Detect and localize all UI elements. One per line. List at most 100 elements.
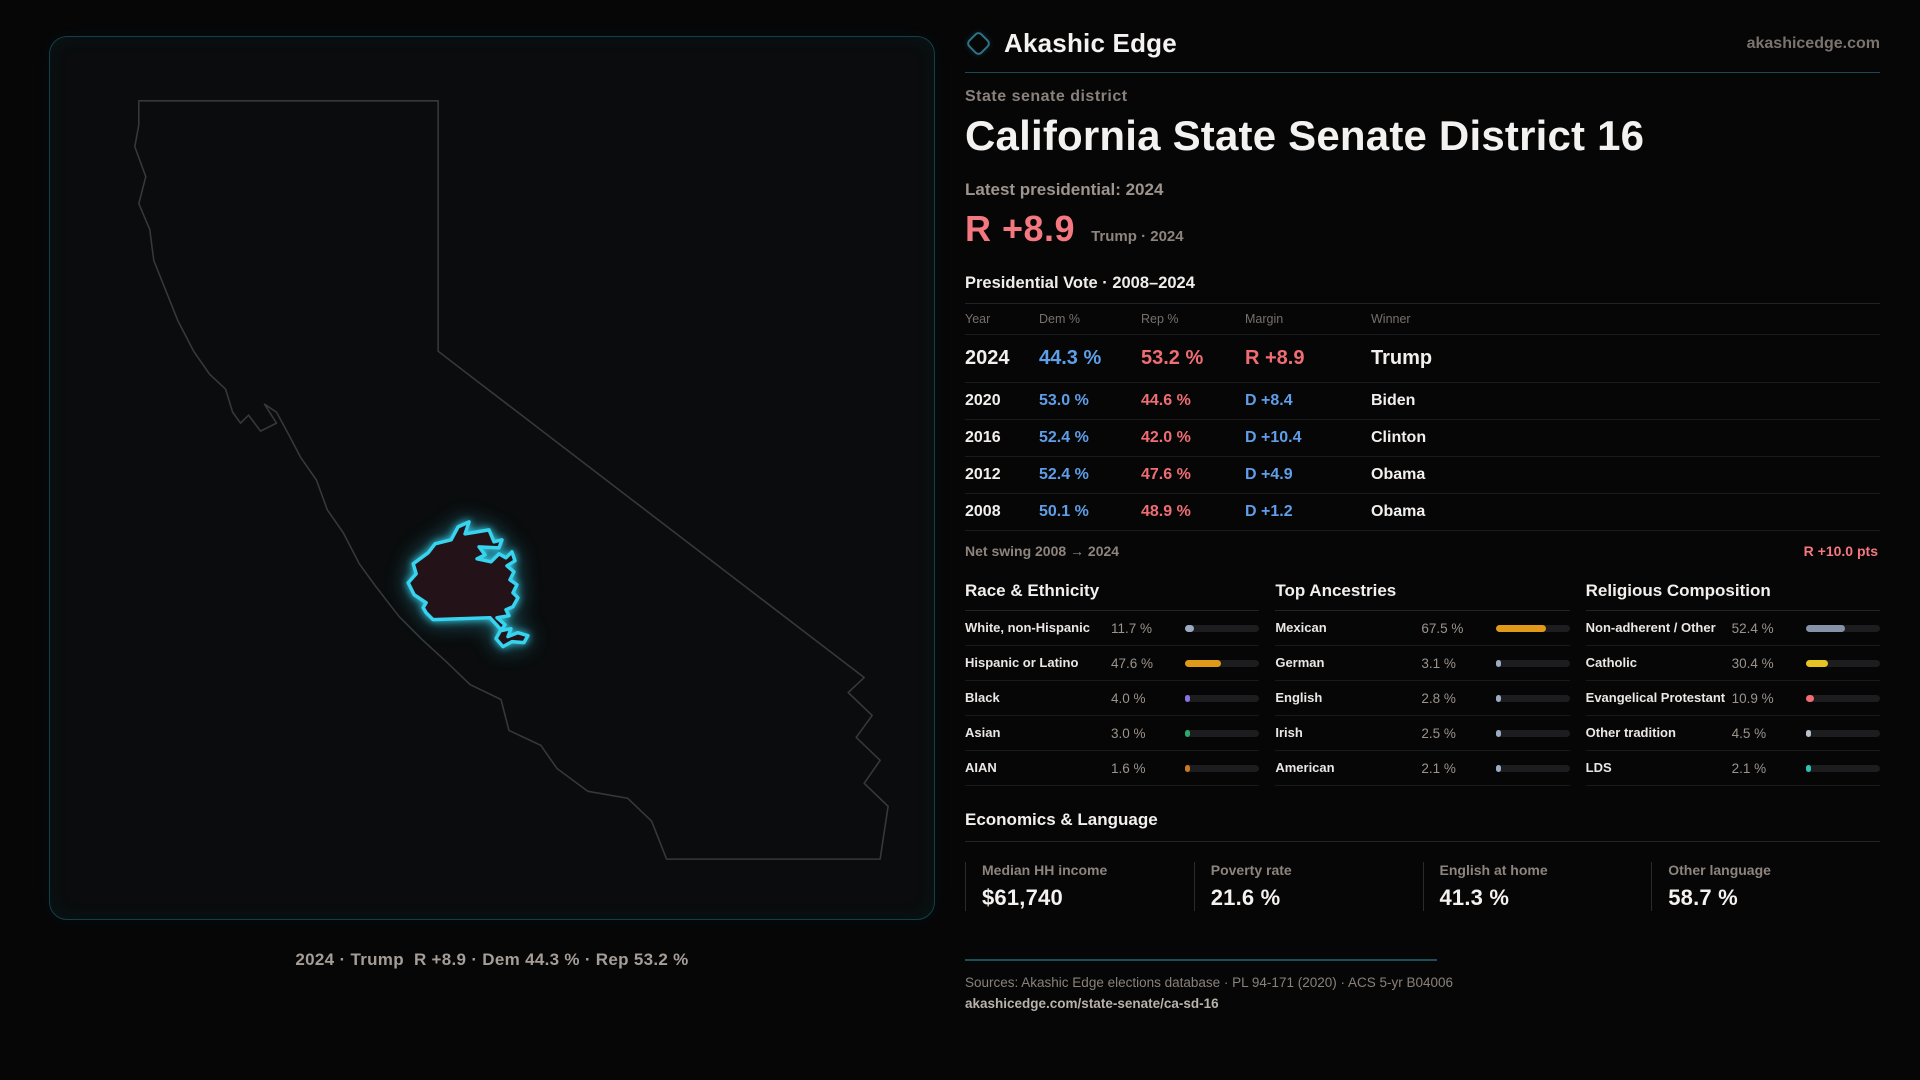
vote-margin: D +4.9 xyxy=(1245,466,1293,483)
district-16-shape[interactable] xyxy=(406,520,530,649)
demo-label: LDS xyxy=(1585,759,1612,775)
demo-column-title: Religious Composition xyxy=(1585,571,1880,611)
vote-dem-share: 44.3 % xyxy=(1039,347,1102,369)
demo-bar-track xyxy=(1806,764,1880,772)
economics-section-title: Economics & Language xyxy=(965,810,1880,842)
demo-bar-track xyxy=(1806,659,1880,667)
demo-label: Mexican xyxy=(1275,619,1327,635)
demo-value: 30.4 % xyxy=(1731,655,1774,671)
permalink-link[interactable]: akashicedge.com/state-senate/ca-sd-16 xyxy=(965,996,1219,1011)
map-caption: 2024 · Trump R +8.9 · Dem 44.3 % · Rep 5… xyxy=(295,950,689,969)
map-panel xyxy=(49,36,935,920)
demo-value: 1.6 % xyxy=(1111,760,1146,776)
demo-column-title: Top Ancestries xyxy=(1275,571,1570,611)
net-swing-label: Net swing 2008 → 2024 xyxy=(965,543,1120,559)
stat-value: 41.3 % xyxy=(1439,885,1510,910)
vote-dem-share: 53.0 % xyxy=(1039,392,1089,409)
sources-text: Sources: Akashic Edge elections database… xyxy=(965,975,1454,990)
vote-winner: Trump xyxy=(1371,347,1433,369)
vote-margin: D +1.2 xyxy=(1245,503,1293,520)
brand: Akashic Edge xyxy=(965,28,1177,59)
demo-row: German 3.1 % xyxy=(1275,646,1570,681)
demo-bar-fill xyxy=(1806,764,1811,772)
demo-bar-fill xyxy=(1806,659,1829,667)
vote-col-header-3: Margin xyxy=(1245,312,1284,326)
demo-bar-track xyxy=(1806,729,1880,737)
vote-col-header-2: Rep % xyxy=(1141,312,1179,326)
demo-bar-track xyxy=(1185,764,1260,772)
vote-dem-share: 52.4 % xyxy=(1039,466,1089,483)
demo-bar-fill xyxy=(1185,729,1191,737)
demo-column-title: Race & Ethnicity xyxy=(965,571,1260,611)
demo-value: 2.5 % xyxy=(1421,725,1456,741)
demo-value: 3.1 % xyxy=(1421,655,1456,671)
vote-rep-share: 42.0 % xyxy=(1141,429,1191,446)
presidential-vote-table: Year Dem % Rep % Margin Winner 2024 44.3 % 53.… xyxy=(965,303,1880,530)
demographics-grid: Race & Ethnicity White, non-Hispanic 11.7 … xyxy=(965,571,1880,786)
demo-bar-fill xyxy=(1185,694,1191,702)
vote-winner: Clinton xyxy=(1371,429,1427,446)
demo-row: Asian 3.0 % xyxy=(965,716,1260,751)
demo-row: American 2.1 % xyxy=(1275,751,1570,786)
vote-year: 2016 xyxy=(965,429,1001,446)
info-panel: Akashic Edge akashicedge.com State senat… xyxy=(965,0,1880,1013)
vote-year: 2012 xyxy=(965,466,1001,483)
demo-label: Other tradition xyxy=(1585,724,1676,740)
footer: Sources: Akashic Edge elections database… xyxy=(965,959,1880,1013)
demo-value: 47.6 % xyxy=(1111,655,1154,671)
vote-margin: R +8.9 xyxy=(1245,347,1305,369)
header-divider xyxy=(965,72,1880,73)
demo-bar-track xyxy=(1185,694,1260,702)
stat-value: 21.6 % xyxy=(1210,885,1281,910)
demo-bar-track xyxy=(1495,624,1570,632)
demo-bar-fill xyxy=(1495,764,1501,772)
headline-margin-value: R +8.9 xyxy=(965,208,1076,249)
demo-row: English 2.8 % xyxy=(1275,681,1570,716)
demo-value: 2.1 % xyxy=(1421,760,1456,776)
demo-bar-fill xyxy=(1495,694,1501,702)
demo-bar-track xyxy=(1185,659,1260,667)
economics-stats: Median HH income $61,740 Poverty rate 21.6 … xyxy=(965,862,1880,911)
demo-label: Evangelical Protestant xyxy=(1585,689,1726,705)
vote-table-row: 2024 44.3 % 53.2 % R +8.9 Trump xyxy=(965,334,1880,382)
demo-bar-track xyxy=(1806,624,1880,632)
vote-col-header-4: Winner xyxy=(1371,312,1411,326)
site-domain-link[interactable]: akashicedge.com xyxy=(1746,34,1880,52)
vote-rep-share: 47.6 % xyxy=(1141,466,1191,483)
vote-winner: Obama xyxy=(1371,503,1426,520)
demo-bar-track xyxy=(1495,659,1570,667)
demo-label: Catholic xyxy=(1585,654,1637,670)
stat-value: 58.7 % xyxy=(1668,885,1738,910)
footer-divider xyxy=(965,959,1437,961)
demo-value: 2.8 % xyxy=(1421,690,1456,706)
demo-value: 67.5 % xyxy=(1421,620,1464,636)
vote-table-row: 2008 50.1 % 48.9 % D +1.2 Obama xyxy=(965,493,1880,530)
net-swing-value: R +10.0 pts xyxy=(1803,543,1878,559)
demo-value: 4.0 % xyxy=(1111,690,1146,706)
demo-label: White, non-Hispanic xyxy=(965,619,1090,635)
demo-row: Catholic 30.4 % xyxy=(1585,646,1880,681)
vote-margin: D +8.4 xyxy=(1245,392,1293,409)
district-type-label: State senate district xyxy=(965,88,1128,105)
vote-col-header-1: Dem % xyxy=(1039,312,1080,326)
vote-year: 2008 xyxy=(965,503,1001,520)
header: Akashic Edge akashicedge.com xyxy=(965,0,1880,59)
vote-table-row: 2012 52.4 % 47.6 % D +4.9 Obama xyxy=(965,456,1880,493)
demo-row: Hispanic or Latino 47.6 % xyxy=(965,646,1260,681)
vote-year: 2020 xyxy=(965,392,1001,409)
vote-winner: Biden xyxy=(1371,392,1416,409)
demo-row: Irish 2.5 % xyxy=(1275,716,1570,751)
stat-label: Poverty rate xyxy=(1210,862,1292,878)
demo-label: Black xyxy=(965,689,1000,705)
demo-row: AIAN 1.6 % xyxy=(965,751,1260,786)
demo-bar-track xyxy=(1806,694,1880,702)
demo-row: LDS 2.1 % xyxy=(1585,751,1880,786)
vote-dem-share: 52.4 % xyxy=(1039,429,1089,446)
demo-value: 3.0 % xyxy=(1111,725,1146,741)
vote-table-row: 2016 52.4 % 42.0 % D +10.4 Clinton xyxy=(965,419,1880,456)
demo-value: 52.4 % xyxy=(1731,620,1774,636)
stat-label: Median HH income xyxy=(982,862,1108,878)
diamond-logo-icon xyxy=(965,30,992,57)
demo-row: Mexican 67.5 % xyxy=(1275,611,1570,646)
